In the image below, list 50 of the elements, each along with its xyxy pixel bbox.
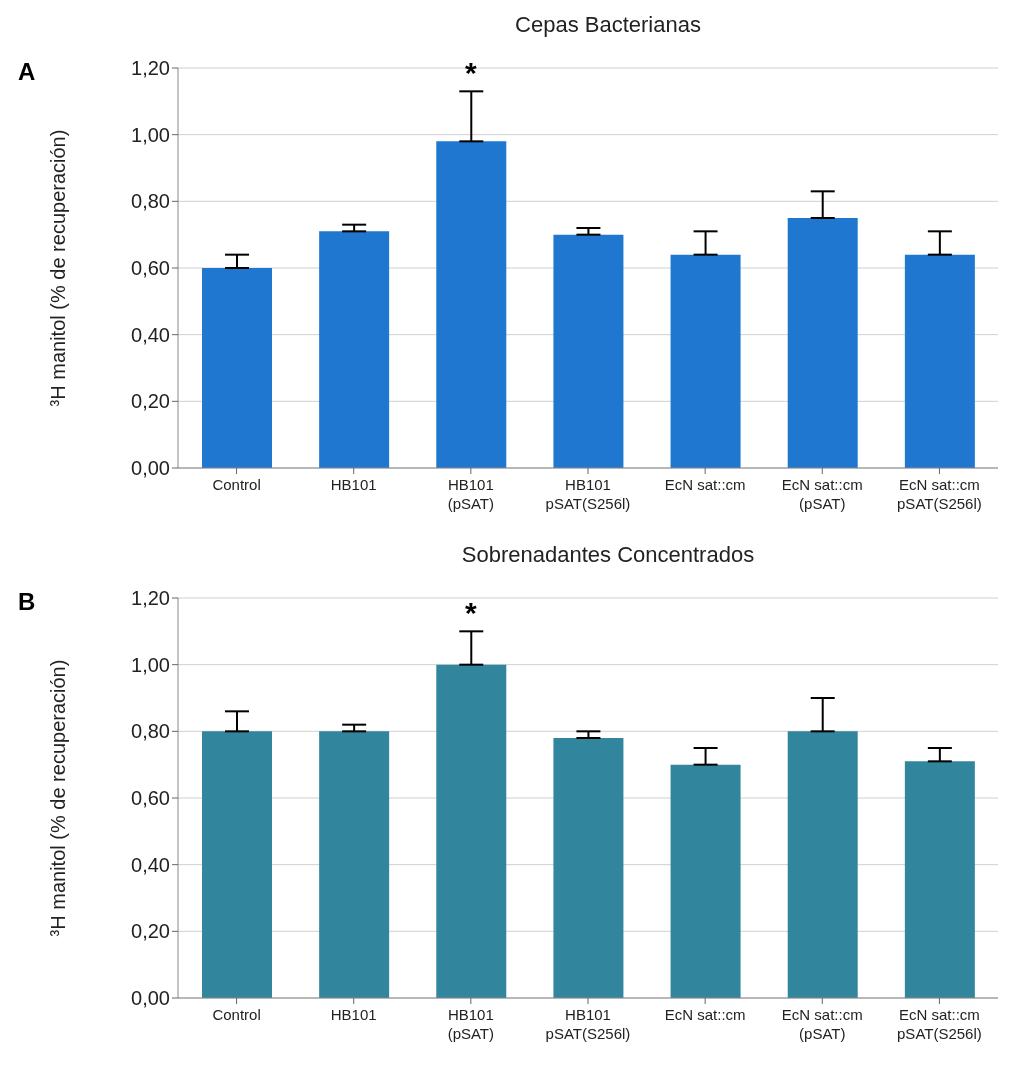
y-tick-label: 0,60 [131,257,170,280]
bar [202,268,272,468]
bar [436,664,507,998]
y-tick-label: 0,60 [131,787,170,810]
chart-title: Cepas Bacterianas [514,12,702,38]
x-tick-label: EcN sat::cm (pSAT) [781,1006,863,1042]
y-tick-label: 0,40 [131,323,170,346]
x-tick-label: HB101 [330,1006,377,1023]
bar [787,731,858,998]
bar [319,731,390,998]
y-tick-label: 0,20 [131,920,170,943]
x-tick-label: EcN sat::cm pSAT(S256l) [897,1006,982,1042]
text: A [18,58,36,86]
x-tick-label: HB101 (pSAT) [447,1006,495,1042]
x-tick-label: Control [212,476,261,493]
x-tick-label: EcN sat::cm [664,1006,746,1023]
y-tick-label: 0,00 [131,987,170,1010]
x-tick-label: Control [212,1006,261,1023]
bar [904,254,975,468]
y-tick-label: 1,20 [131,57,170,80]
y-axis-title: ³H manitol (% de recuperación) [47,659,70,937]
y-tick-label: 1,20 [131,587,170,610]
x-tick-label: EcN sat::cm (pSAT) [781,476,863,512]
x-tick-label: HB101 [330,476,377,493]
text: B [18,588,36,616]
y-tick-label: 0,00 [131,457,170,480]
bar [436,141,507,468]
y-tick-label: 0,80 [131,190,170,213]
x-tick-label: HB101 (pSAT) [447,476,495,512]
x-tick-label: EcN sat::cm [664,476,746,493]
bar [670,254,741,468]
bar [553,234,624,468]
x-tick-label: EcN sat::cm pSAT(S256l) [897,476,982,512]
y-tick-label: 1,00 [131,653,170,676]
bar [553,738,624,998]
bar [787,218,858,468]
y-tick-label: 0,80 [131,720,170,743]
y-tick-label: 0,40 [131,853,170,876]
y-tick-label: 1,00 [131,123,170,146]
y-axis-title: ³H manitol (% de recuperación) [47,129,70,407]
x-tick-label: HB101 pSAT(S256l) [545,476,631,512]
chart-title: Sobrenadantes Concentrados [460,542,756,568]
bar [319,231,390,468]
bar [670,764,741,998]
y-tick-label: 0,20 [131,390,170,413]
bar [904,761,975,998]
annotation: * [465,56,478,90]
x-tick-label: HB101 pSAT(S256l) [545,1006,631,1042]
annotation: * [465,596,478,630]
bar [202,731,272,998]
